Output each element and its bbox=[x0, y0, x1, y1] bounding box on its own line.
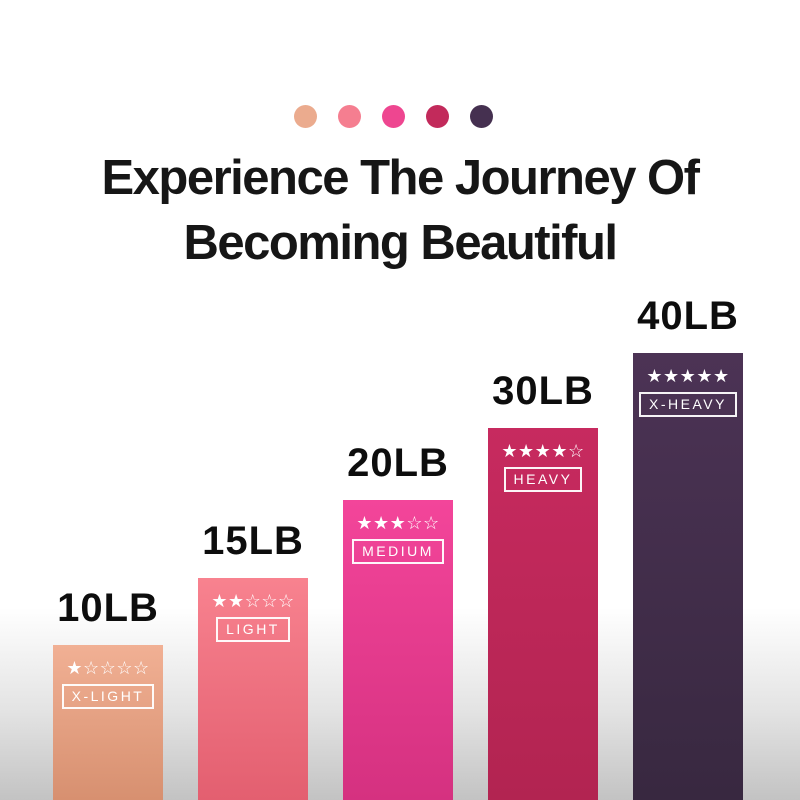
medium-dot bbox=[382, 105, 405, 128]
page-title: Experience The Journey Of Becoming Beaut… bbox=[0, 146, 800, 276]
resistance-bar: ★☆☆☆☆ X-LIGHT bbox=[53, 645, 163, 800]
star-rating: ★★★☆☆ bbox=[356, 513, 440, 533]
bar-weight-label: 10LB bbox=[57, 586, 159, 630]
resistance-level-badge: X-HEAVY bbox=[639, 392, 737, 417]
x-light-dot bbox=[294, 105, 317, 128]
resistance-level-badge: MEDIUM bbox=[352, 539, 444, 564]
star-rating: ★☆☆☆☆ bbox=[66, 658, 150, 678]
resistance-bar: ★★★☆☆ MEDIUM bbox=[343, 500, 453, 800]
bar-weight-label: 15LB bbox=[202, 519, 304, 563]
palette-dots-row bbox=[294, 105, 493, 128]
bar-weight-label: 40LB bbox=[637, 294, 739, 338]
page-title-line2: Becoming Beautiful bbox=[183, 216, 618, 270]
resistance-bar: ★★★★★ X-HEAVY bbox=[633, 353, 743, 800]
resistance-level-badge: X-LIGHT bbox=[61, 684, 155, 709]
x-heavy-dot bbox=[470, 105, 493, 128]
heavy-dot bbox=[426, 105, 449, 128]
resistance-level-badge: HEAVY bbox=[503, 467, 583, 492]
light-dot bbox=[338, 105, 361, 128]
resistance-bar: ★★★★☆ HEAVY bbox=[488, 428, 598, 800]
bar-weight-label: 20LB bbox=[347, 441, 449, 485]
star-rating: ★★★★☆ bbox=[501, 441, 585, 461]
bar-weight-label: 30LB bbox=[492, 369, 594, 413]
page-title-line1: Experience The Journey Of bbox=[101, 151, 701, 205]
star-rating: ★★☆☆☆ bbox=[211, 591, 295, 611]
resistance-level-badge: LIGHT bbox=[216, 617, 290, 642]
resistance-bar: ★★☆☆☆ LIGHT bbox=[198, 578, 308, 800]
star-rating: ★★★★★ bbox=[646, 366, 730, 386]
